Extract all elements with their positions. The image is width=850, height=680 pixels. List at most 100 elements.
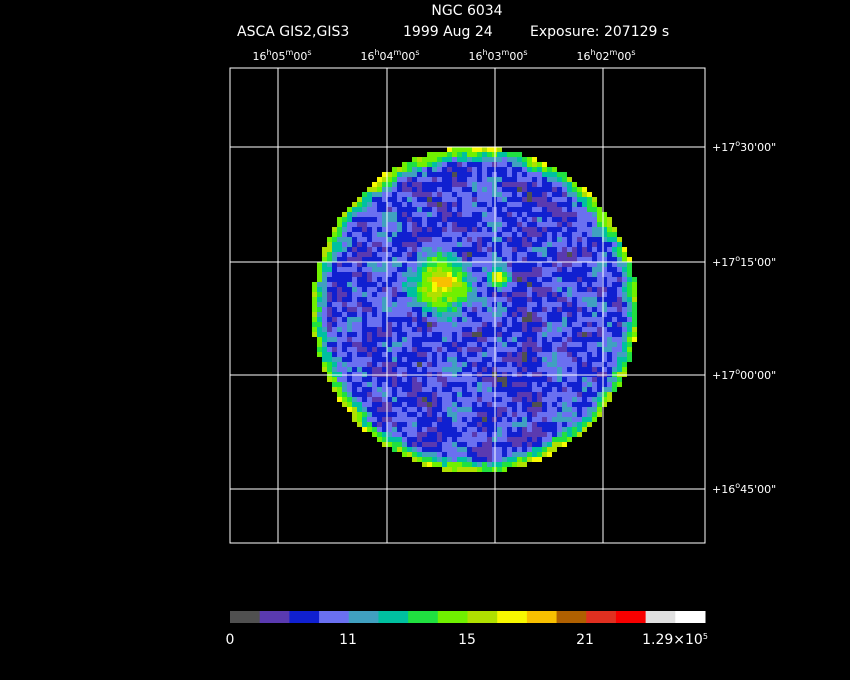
pixel [407, 442, 412, 447]
pixel [627, 337, 632, 342]
pixel [362, 332, 367, 337]
pixel [577, 217, 582, 222]
pixel [387, 342, 392, 347]
pixel [437, 157, 442, 162]
pixel [542, 437, 547, 442]
pixel [397, 362, 402, 367]
pixel [462, 417, 467, 422]
pixel [447, 252, 452, 257]
pixel [452, 182, 457, 187]
pixel [317, 277, 322, 282]
pixel [507, 352, 512, 357]
pixel [467, 457, 472, 462]
pixel [607, 392, 612, 397]
pixel [352, 327, 357, 332]
pixel [372, 412, 377, 417]
pixel [452, 282, 457, 287]
pixel [462, 327, 467, 332]
pixel [572, 272, 577, 277]
pixel [347, 252, 352, 257]
label-part: 30'00" [740, 141, 776, 154]
pixel [432, 437, 437, 442]
pixel [577, 342, 582, 347]
pixel [477, 167, 482, 172]
pixel [407, 262, 412, 267]
pixel [542, 317, 547, 322]
pixel [602, 272, 607, 277]
pixel [372, 237, 377, 242]
pixel [407, 232, 412, 237]
pixel [587, 292, 592, 297]
pixel [537, 377, 542, 382]
pixel [497, 382, 502, 387]
pixel [477, 287, 482, 292]
pixel [412, 232, 417, 237]
pixel [582, 202, 587, 207]
pixel [557, 427, 562, 432]
pixel [612, 282, 617, 287]
pixel [562, 232, 567, 237]
pixel [497, 377, 502, 382]
pixel [442, 317, 447, 322]
pixel [607, 382, 612, 387]
label-part: m [610, 48, 618, 57]
pixel [337, 282, 342, 287]
pixel [477, 212, 482, 217]
pixel [467, 247, 472, 252]
pixel [472, 312, 477, 317]
pixel [557, 217, 562, 222]
pixel [577, 197, 582, 202]
pixel [547, 377, 552, 382]
pixel [557, 367, 562, 372]
pixel [567, 182, 572, 187]
pixel [317, 282, 322, 287]
pixel [452, 442, 457, 447]
pixel [477, 427, 482, 432]
pixel [472, 437, 477, 442]
pixel [612, 362, 617, 367]
pixel [447, 387, 452, 392]
pixel [387, 192, 392, 197]
pixel [567, 352, 572, 357]
pixel [457, 437, 462, 442]
pixel [372, 352, 377, 357]
pixel [432, 302, 437, 307]
pixel [597, 352, 602, 357]
pixel [597, 267, 602, 272]
pixel [332, 227, 337, 232]
pixel [612, 242, 617, 247]
pixel [417, 412, 422, 417]
pixel [452, 302, 457, 307]
pixel [562, 412, 567, 417]
pixel [347, 222, 352, 227]
pixel [387, 282, 392, 287]
label-part: 1.29×10 [642, 632, 703, 648]
pixel [497, 177, 502, 182]
pixel [582, 187, 587, 192]
pixel [547, 297, 552, 302]
pixel [482, 307, 487, 312]
pixel [587, 242, 592, 247]
pixel [497, 357, 502, 362]
pixel [592, 267, 597, 272]
pixel [372, 432, 377, 437]
pixel [367, 427, 372, 432]
pixel [512, 412, 517, 417]
pixel [487, 422, 492, 427]
pixel [442, 427, 447, 432]
pixel [602, 267, 607, 272]
pixel [432, 192, 437, 197]
pixel [497, 257, 502, 262]
pixel [457, 157, 462, 162]
pixel [412, 187, 417, 192]
pixel [577, 312, 582, 317]
pixel [372, 392, 377, 397]
pixel [452, 447, 457, 452]
pixel [632, 327, 637, 332]
pixel [557, 252, 562, 257]
pixel [547, 427, 552, 432]
pixel [432, 262, 437, 267]
pixel [472, 227, 477, 232]
pixel [367, 327, 372, 332]
pixel [452, 297, 457, 302]
